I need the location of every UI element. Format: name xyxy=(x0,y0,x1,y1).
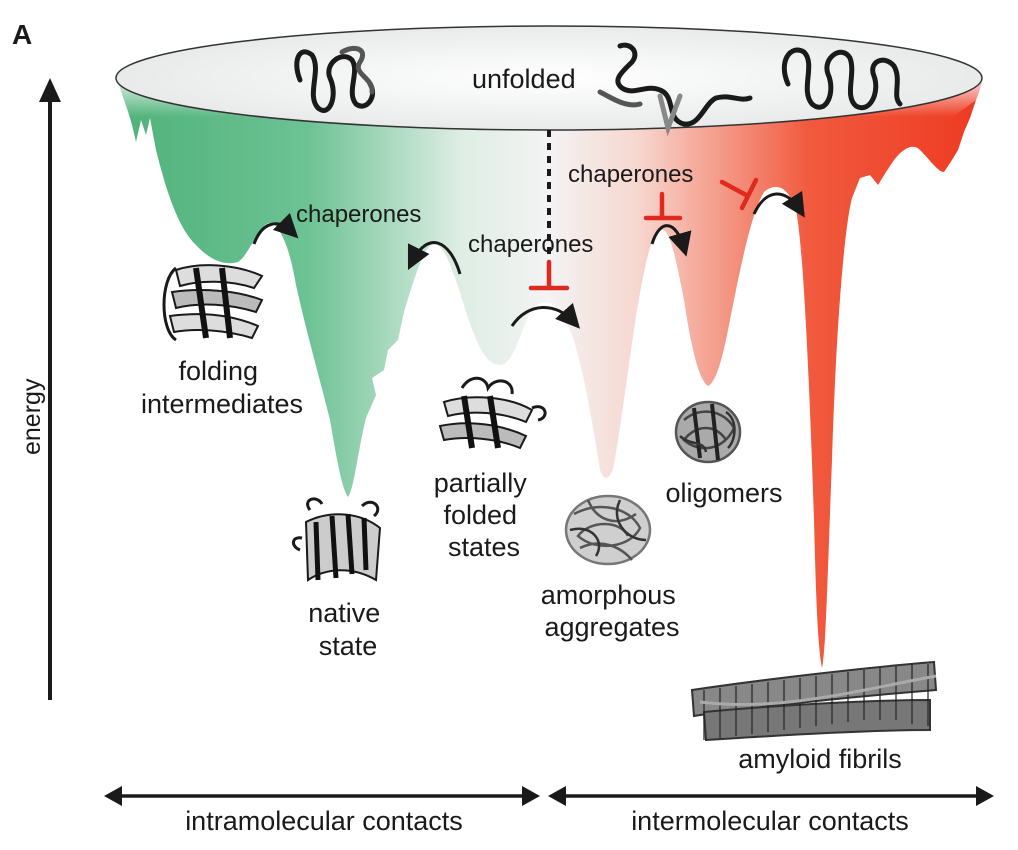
amyloid-fibril-structure-icon xyxy=(690,660,938,742)
panel-label: A xyxy=(12,19,32,50)
contacts-axis xyxy=(104,786,994,806)
inhibition-icon xyxy=(528,259,570,291)
curved-arrow-icon xyxy=(752,190,805,218)
oligomer-structure-icon xyxy=(674,400,742,464)
chaperones-label-1: chaperones xyxy=(296,201,421,228)
energy-axis-label: energy xyxy=(18,378,46,455)
inhibition-icon xyxy=(719,177,759,211)
unfolded-label: unfolded xyxy=(472,64,576,94)
curved-arrow-icon xyxy=(510,302,581,329)
native-state-label: native state xyxy=(308,598,388,661)
transition-arrows xyxy=(252,190,805,329)
inhibition-marks xyxy=(528,177,759,291)
amorphous-aggregates-label: amorphous aggregates xyxy=(541,580,684,642)
axis-arrowhead-icon xyxy=(39,78,61,102)
arrow-right-icon xyxy=(522,786,540,806)
arrow-left-icon xyxy=(104,786,122,806)
curved-arrow-icon xyxy=(650,224,692,257)
oligomers-label: oligomers xyxy=(665,478,782,508)
native-state-structure-icon xyxy=(292,497,382,582)
partially-folded-label: partially folded states xyxy=(434,468,535,562)
curved-arrow-icon xyxy=(407,241,462,275)
energy-funnel xyxy=(117,78,982,668)
intermolecular-contacts-label: intermolecular contacts xyxy=(631,806,909,836)
inhibition-icon xyxy=(643,191,683,221)
unfolded-chains xyxy=(294,42,903,137)
amyloid-fibrils-label: amyloid fibrils xyxy=(738,744,902,774)
arrow-right-icon xyxy=(976,786,994,806)
partially-folded-structure-icon xyxy=(438,376,547,450)
energy-axis: energy xyxy=(18,78,61,700)
curved-arrow-icon xyxy=(252,212,299,245)
amorphous-aggregate-structure-icon xyxy=(564,494,652,566)
chaperones-label-3: chaperones xyxy=(568,161,693,188)
arrow-left-icon xyxy=(548,786,566,806)
folding-intermediate-structure-icon xyxy=(162,264,264,342)
intramolecular-contacts-label: intramolecular contacts xyxy=(185,806,463,836)
chaperones-label-2: chaperones xyxy=(468,231,593,258)
folding-intermediates-label: folding intermediates xyxy=(141,356,303,419)
